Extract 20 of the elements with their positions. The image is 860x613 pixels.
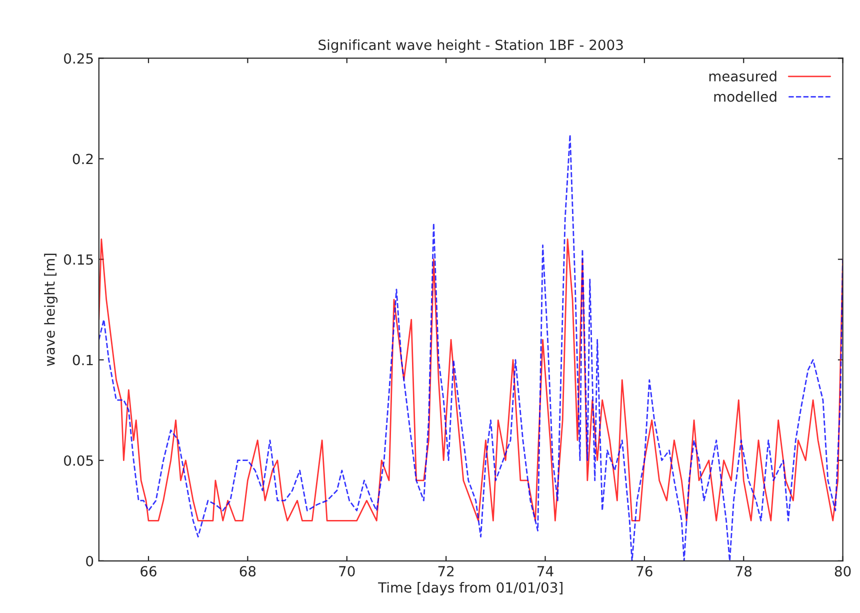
x-tick-label: 66 xyxy=(140,566,156,577)
x-tick-label: 76 xyxy=(636,566,652,577)
y-tick-label: 0.05 xyxy=(64,455,93,466)
x-tick-label: 70 xyxy=(339,566,355,577)
legend-label: measured xyxy=(709,70,776,82)
x-tick-label: 68 xyxy=(240,566,256,577)
y-axis-title: wave height [m] xyxy=(44,254,58,366)
x-tick-label: 78 xyxy=(736,566,752,577)
y-tick-label: 0.2 xyxy=(72,154,93,164)
y-tick-label: 0.25 xyxy=(64,53,93,64)
legend-label: modelled xyxy=(714,91,776,102)
y-tick-label: 0.1 xyxy=(72,354,93,366)
y-tick-label: 0 xyxy=(86,556,94,566)
line-series xyxy=(98,238,843,522)
y-tick-label: 0.15 xyxy=(64,254,93,265)
x-tick-label: 80 xyxy=(834,566,851,577)
x-axis-title: Time [days from 01/01/03] xyxy=(378,582,562,596)
chart-title: Significant wave height - Station 1BF - 2003 xyxy=(318,39,623,53)
x-tick-label: 72 xyxy=(438,566,454,576)
x-tick-label: 74 xyxy=(538,566,554,576)
